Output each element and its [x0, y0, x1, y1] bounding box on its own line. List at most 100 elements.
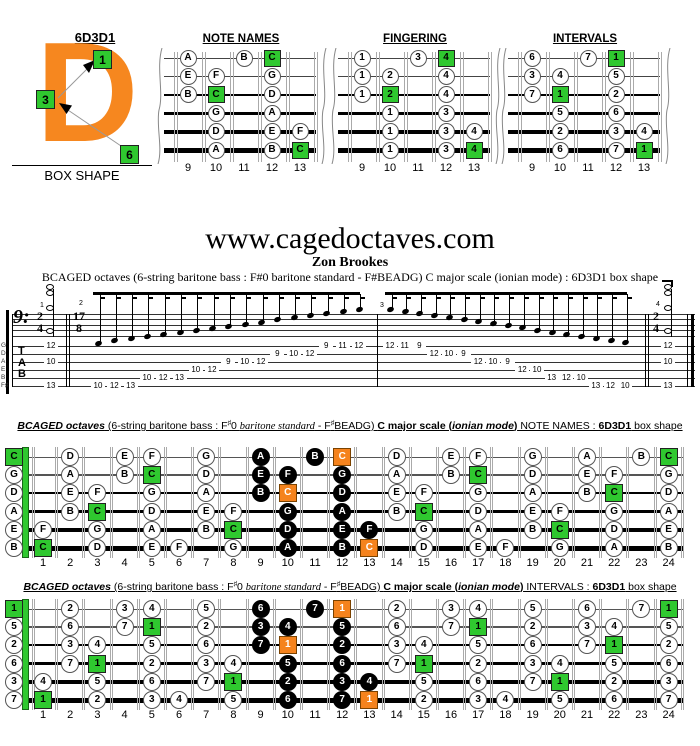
- note-marker: 1: [224, 672, 243, 691]
- beam-tick: [582, 297, 588, 299]
- heading-segment: NOTE NAMES :: [517, 420, 599, 432]
- fret-wire: [136, 599, 138, 710]
- note-marker: 2: [197, 618, 216, 637]
- fret-number: 7: [203, 709, 210, 721]
- note-marker: 4: [224, 654, 243, 673]
- note-marker: 1: [5, 600, 23, 618]
- fret-wire: [680, 447, 682, 558]
- site-subtitle: BCAGED octaves (6-string baritone bass :…: [41, 270, 659, 284]
- fret-wire: [655, 599, 657, 710]
- note-marker: A: [278, 539, 297, 557]
- note-marker: 3: [437, 104, 455, 122]
- fret-wire: [82, 447, 84, 558]
- fret-wire: [383, 447, 385, 558]
- fret-wire: [408, 599, 410, 710]
- box-shape-arrows: [57, 60, 125, 149]
- beam-tick: [391, 297, 397, 299]
- notehead: [355, 305, 364, 313]
- fret-number: 20: [553, 709, 566, 721]
- note-marker: D: [469, 502, 488, 521]
- tab-string-label: G: [1, 342, 7, 349]
- heading-segment: ♯: [330, 420, 335, 427]
- notehead: [606, 336, 616, 345]
- box-node-6: 6: [120, 145, 139, 164]
- note-marker: B: [523, 520, 542, 539]
- note-marker: A: [179, 49, 197, 67]
- fret-wire: [258, 52, 259, 162]
- note-marker: C: [278, 484, 297, 503]
- fret-wire: [230, 52, 231, 162]
- note-marker: 4: [437, 86, 455, 104]
- fret-wire: [383, 599, 385, 710]
- fret-wire: [109, 599, 111, 710]
- note-marker: A: [605, 539, 624, 557]
- note-marker: 3: [251, 618, 270, 637]
- fret-number: 11: [309, 709, 321, 721]
- beam-tick: [553, 297, 559, 299]
- heading-segment: ♯: [227, 420, 232, 427]
- fret-number: 19: [526, 709, 539, 721]
- heading-segment: BCAGED octaves: [23, 581, 111, 593]
- fermata-bracket-icon: [662, 280, 673, 287]
- note-marker: 5: [551, 104, 569, 122]
- fret-wire: [163, 447, 165, 558]
- fret-number: 23: [635, 709, 648, 721]
- note-marker: 6: [605, 691, 624, 709]
- note-marker: 1: [414, 654, 433, 673]
- note-marker: 2: [523, 618, 542, 637]
- fret-number: 6: [175, 557, 183, 569]
- fret-wire: [301, 447, 303, 558]
- fret-wire: [630, 52, 631, 162]
- tab-line: [12, 385, 695, 387]
- note-marker: 3: [437, 141, 455, 159]
- note-marker: F: [414, 484, 433, 503]
- fret-wire: [272, 599, 274, 710]
- note-marker: 4: [278, 618, 297, 637]
- fret-wire: [55, 599, 57, 710]
- tab-number: 10: [530, 365, 544, 374]
- fret-wire: [34, 599, 35, 710]
- note-marker: D: [414, 539, 433, 557]
- staff-line: [12, 313, 695, 315]
- heading-segment: - F: [320, 581, 337, 593]
- note-marker: 1: [353, 67, 371, 85]
- tab-number: 10: [237, 357, 252, 366]
- note-marker: 3: [5, 672, 23, 691]
- note-stem: [213, 294, 215, 329]
- fret-wire: [601, 599, 603, 710]
- heading-segment: ♯: [233, 581, 238, 588]
- note-marker: E: [263, 123, 281, 141]
- fret-number: 13: [363, 709, 376, 721]
- tab-number: 13: [588, 381, 603, 390]
- note-marker: 4: [550, 654, 569, 673]
- note-marker: 5: [278, 654, 297, 673]
- fret-number: 10: [553, 162, 567, 174]
- fret-wire: [626, 599, 628, 710]
- fret-wire: [517, 447, 519, 558]
- heading-segment: ionian mode: [452, 420, 514, 432]
- fret-wire: [546, 447, 548, 558]
- system-bracket: [6, 310, 9, 394]
- note-stem: [360, 294, 362, 310]
- tab-number: 9: [221, 357, 236, 366]
- note-marker: 2: [381, 86, 399, 104]
- note-marker: B: [632, 448, 651, 466]
- note-marker: 5: [659, 618, 678, 637]
- note-marker: 5: [523, 600, 542, 618]
- heading-segment: - F: [314, 420, 331, 432]
- note-marker: 6: [61, 618, 80, 637]
- fret-wire: [490, 599, 492, 710]
- note-marker: 6: [278, 691, 297, 709]
- beam-tick: [597, 297, 603, 299]
- tab-number: 13: [44, 381, 58, 390]
- fret-number: 13: [637, 162, 651, 174]
- fret-number: 4: [121, 709, 128, 721]
- fret-wire: [548, 52, 550, 162]
- fret-wire: [655, 447, 657, 558]
- beam-tick: [420, 297, 426, 299]
- fret-number: 3: [94, 557, 101, 569]
- note-marker: E: [115, 448, 134, 466]
- tab-number: 13: [661, 381, 675, 390]
- fret-number: 2: [67, 557, 74, 569]
- heading-text: BCAGED octaves (6-string baritone bass :…: [17, 420, 682, 432]
